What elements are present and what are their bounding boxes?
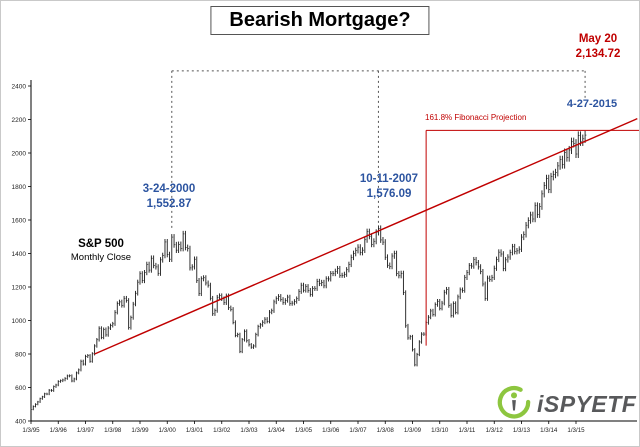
annotation-fibonacci-label: 161.8% Fibonacci Projection <box>425 113 565 123</box>
x-axis-label: 1/3/11 <box>459 427 476 434</box>
x-axis-label: 1/3/06 <box>322 427 340 434</box>
x-axis-label: 1/3/95 <box>22 427 40 434</box>
x-axis-label: 1/3/00 <box>159 427 177 434</box>
y-axis-label: 2000 <box>12 150 27 157</box>
x-axis-label: 1/3/07 <box>349 427 367 434</box>
ispyetf-logo-text: iSPYETF <box>537 391 637 417</box>
x-axis-label: 1/3/08 <box>377 427 395 434</box>
x-axis-label: 1/3/04 <box>268 427 286 434</box>
x-axis-label: 1/3/14 <box>540 427 558 434</box>
x-axis-label: 1/3/99 <box>131 427 149 434</box>
annotation-date-2015: 4-27-2015 <box>544 97 639 111</box>
y-axis-label: 600 <box>15 385 26 392</box>
ispyetf-logo: iSPYETF <box>497 385 636 424</box>
x-axis-label: 1/3/01 <box>186 427 204 434</box>
x-axis-label: 1/3/02 <box>213 427 231 434</box>
annotation-peak-2000: 3-24-2000 1,552.87 <box>121 182 217 212</box>
ispyetf-swirl-icon <box>497 385 531 424</box>
x-axis-label: 1/3/98 <box>104 427 122 434</box>
x-axis-label: 1/3/10 <box>431 427 449 434</box>
peak-2000-value: 1,552.87 <box>146 197 192 210</box>
y-axis-label: 1400 <box>12 251 27 258</box>
annotation-peak-2007: 10-11-2007 1,576.09 <box>341 172 437 202</box>
y-axis-label: 1800 <box>12 184 27 191</box>
fibonacci-label-text: 161.8% Fibonacci Projection <box>425 113 527 122</box>
x-axis-label: 1/3/97 <box>77 427 95 434</box>
chart-title-text: Bearish Mortgage? <box>229 9 411 31</box>
annotation-may20-target: May 20 2,134.72 <box>550 32 639 62</box>
x-axis-label: 1/3/96 <box>50 427 68 434</box>
series-label: S&P 500 Monthly Close <box>53 237 149 264</box>
y-axis-label: 1200 <box>12 284 27 291</box>
annotation-may20-value: 2,134.72 <box>575 47 621 60</box>
x-axis-label: 1/3/09 <box>404 427 422 434</box>
x-axis-label: 1/3/13 <box>513 427 531 434</box>
series-label-sub: Monthly Close <box>70 251 132 263</box>
series-label-name: S&P 500 <box>78 238 124 250</box>
y-axis-label: 1600 <box>12 217 27 224</box>
chart-title: Bearish Mortgage? <box>210 6 430 35</box>
y-axis-label: 400 <box>15 418 26 425</box>
x-axis-label: 1/3/05 <box>295 427 313 434</box>
peak-2007-date: 10-11-2007 <box>359 173 419 185</box>
x-axis-label: 1/3/12 <box>486 427 504 434</box>
peak-2000-date: 3-24-2000 <box>142 183 196 195</box>
y-axis-label: 800 <box>15 351 26 358</box>
annotation-date-2015-text: 4-27-2015 <box>566 98 618 110</box>
trendline <box>94 118 638 355</box>
annotation-may20-date: May 20 <box>578 33 618 45</box>
y-axis-label: 1000 <box>12 318 27 325</box>
y-axis-label: 2200 <box>12 117 27 124</box>
y-axis-label: 2400 <box>12 83 27 90</box>
x-axis-label: 1/3/15 <box>567 427 585 434</box>
peak-2007-value: 1,576.09 <box>366 187 412 200</box>
x-axis-label: 1/3/03 <box>240 427 258 434</box>
